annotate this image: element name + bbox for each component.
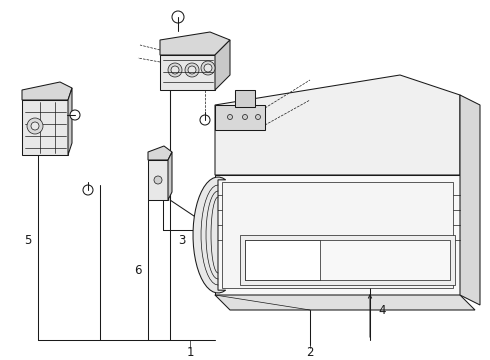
Polygon shape xyxy=(22,82,72,100)
Polygon shape xyxy=(148,160,168,200)
Text: 6: 6 xyxy=(134,264,142,276)
Circle shape xyxy=(31,122,39,130)
Circle shape xyxy=(154,176,162,184)
Text: 5: 5 xyxy=(24,234,32,247)
Polygon shape xyxy=(68,88,72,155)
Circle shape xyxy=(27,118,43,134)
Polygon shape xyxy=(245,240,320,280)
Polygon shape xyxy=(460,95,480,305)
Circle shape xyxy=(185,63,199,77)
Polygon shape xyxy=(215,105,265,130)
Circle shape xyxy=(171,66,179,74)
Circle shape xyxy=(227,114,232,120)
Circle shape xyxy=(188,66,196,74)
Polygon shape xyxy=(235,90,255,107)
Circle shape xyxy=(243,114,247,120)
Circle shape xyxy=(255,114,261,120)
Circle shape xyxy=(204,64,212,72)
Polygon shape xyxy=(215,75,460,175)
Text: 3: 3 xyxy=(178,234,186,247)
Circle shape xyxy=(200,115,210,125)
Text: 4: 4 xyxy=(378,303,386,316)
Polygon shape xyxy=(222,182,453,288)
Polygon shape xyxy=(193,177,226,293)
Circle shape xyxy=(70,110,80,120)
Circle shape xyxy=(83,185,93,195)
Polygon shape xyxy=(215,175,460,295)
Circle shape xyxy=(172,11,184,23)
Text: 1: 1 xyxy=(186,346,194,359)
Circle shape xyxy=(201,61,215,75)
Polygon shape xyxy=(215,40,230,90)
Polygon shape xyxy=(215,295,475,310)
Circle shape xyxy=(168,63,182,77)
Polygon shape xyxy=(168,152,172,200)
Polygon shape xyxy=(22,100,68,155)
Polygon shape xyxy=(160,55,215,90)
Text: 2: 2 xyxy=(306,346,314,359)
Polygon shape xyxy=(245,240,450,280)
Polygon shape xyxy=(240,235,455,285)
Polygon shape xyxy=(148,146,172,160)
Polygon shape xyxy=(160,32,230,55)
